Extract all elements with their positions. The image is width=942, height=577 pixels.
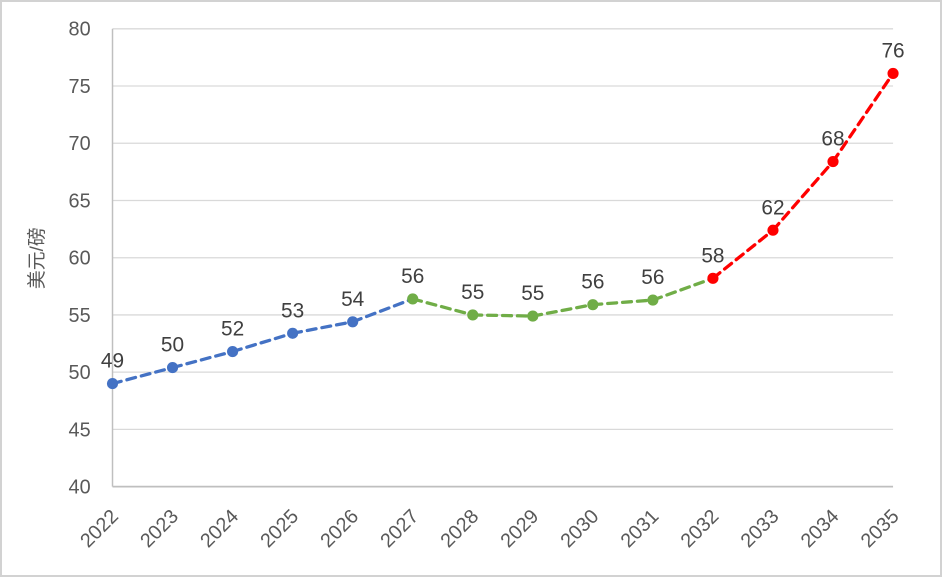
x-tick-label: 2030 [557, 505, 604, 552]
y-tick-labels: 40 45 50 55 60 65 70 75 80 [69, 19, 91, 499]
line-segment [531, 303, 595, 318]
x-tick-label: 2032 [677, 505, 724, 552]
data-point-marker [467, 309, 479, 321]
line-segment [651, 276, 715, 302]
y-axis-title-group: 美元/磅 [26, 227, 47, 289]
y-tick-label: 60 [69, 248, 91, 270]
y-tick-label: 65 [69, 190, 91, 212]
line-segment [290, 320, 355, 335]
data-label: 52 [221, 318, 244, 341]
line-segment [711, 228, 775, 280]
y-tick-label: 80 [69, 19, 91, 41]
data-point-marker [527, 310, 539, 322]
data-point-marker [827, 156, 839, 168]
x-tick-label: 2025 [256, 505, 303, 552]
data-point-marker [166, 362, 179, 374]
x-tick-label: 2022 [76, 505, 123, 552]
x-tick-label: 2035 [857, 505, 904, 552]
data-point-marker [407, 293, 419, 305]
y-tick-label: 70 [69, 133, 91, 155]
y-tick-label: 40 [69, 477, 91, 499]
y-tick-label: 75 [69, 76, 91, 98]
data-point-markers [106, 67, 899, 390]
data-point-marker [106, 378, 119, 390]
x-tick-label: 2031 [617, 505, 664, 552]
data-labels: 49 50 52 53 54 56 55 55 56 56 58 62 68 76 [101, 40, 905, 373]
data-point-marker [707, 272, 719, 284]
x-tick-label: 2023 [136, 505, 183, 552]
data-label: 53 [281, 299, 304, 322]
axes-group [111, 28, 894, 488]
y-axis-title: 美元/磅 [26, 227, 47, 289]
line-segment [771, 159, 835, 232]
data-label: 68 [821, 128, 844, 151]
x-tick-label: 2028 [436, 505, 483, 552]
line-segment [170, 349, 235, 370]
y-tick-label: 50 [69, 362, 91, 384]
line-segment [110, 365, 175, 386]
line-segment [591, 298, 655, 307]
x-tick-label: 2026 [316, 505, 363, 552]
line-segments [110, 71, 895, 386]
line-segment [230, 331, 295, 354]
x-tick-label: 2033 [737, 505, 784, 552]
data-label: 49 [101, 350, 124, 373]
data-label: 56 [401, 265, 424, 288]
x-tick-label: 2024 [196, 505, 243, 552]
data-point-marker [767, 224, 779, 236]
data-point-marker [287, 327, 299, 339]
data-label: 76 [881, 40, 904, 63]
x-tick-label: 2034 [797, 505, 844, 552]
y-tick-label: 45 [69, 419, 91, 441]
line-segment [471, 313, 535, 318]
data-point-marker [647, 294, 659, 306]
line-segment [351, 297, 415, 324]
data-label: 56 [641, 266, 664, 289]
y-tick-label: 55 [69, 305, 91, 327]
data-point-marker [347, 316, 359, 328]
data-label: 55 [461, 281, 484, 304]
data-label: 55 [521, 282, 544, 305]
data-label: 58 [701, 244, 724, 267]
data-point-marker [227, 346, 239, 358]
x-tick-label: 2027 [376, 505, 423, 552]
x-tick-labels: 2022 2023 2024 2025 2026 2027 2028 2029 2030 2031… [76, 505, 903, 552]
data-label: 50 [161, 334, 184, 357]
data-label: 54 [341, 288, 364, 311]
x-tick-label: 2029 [496, 505, 543, 552]
data-label: 56 [581, 271, 604, 294]
data-point-marker [887, 67, 899, 80]
line-segment [411, 297, 475, 317]
data-point-marker [587, 299, 599, 311]
line-segment [831, 71, 895, 164]
data-label: 62 [761, 196, 784, 219]
